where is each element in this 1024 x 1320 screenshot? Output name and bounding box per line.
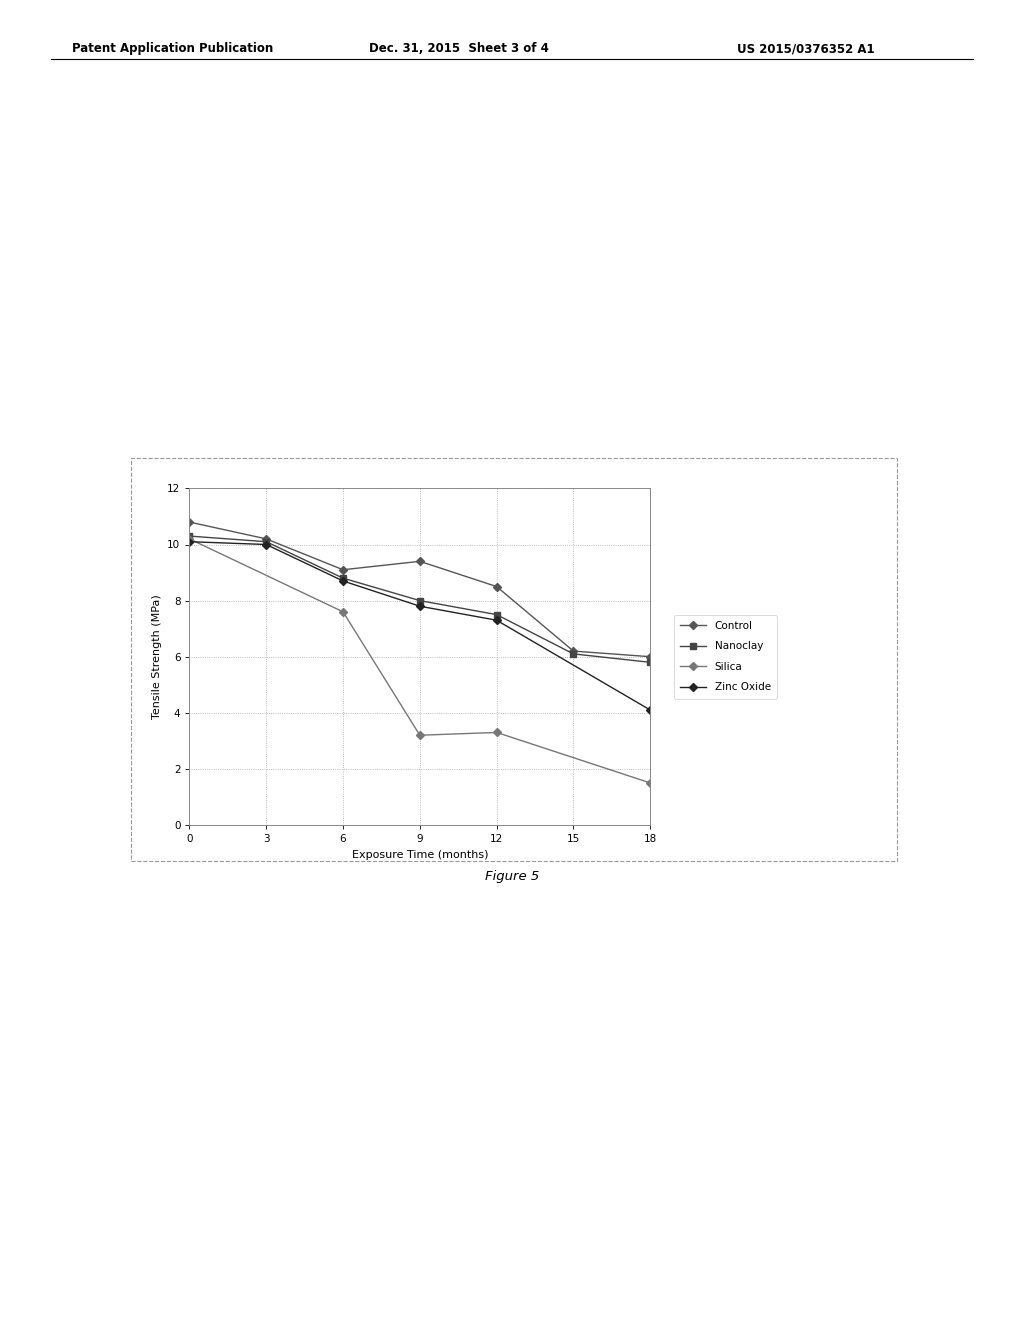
Control bbox=[260, 531, 272, 546]
Y-axis label: Tensile Strength (MPa): Tensile Strength (MPa) bbox=[152, 594, 162, 719]
Control bbox=[337, 562, 349, 578]
Zinc Oxide bbox=[260, 536, 272, 552]
Line: Silica: Silica bbox=[186, 536, 653, 785]
Control bbox=[414, 553, 426, 569]
Legend: Control, Nanoclay, Silica, Zinc Oxide: Control, Nanoclay, Silica, Zinc Oxide bbox=[674, 615, 777, 698]
Text: Patent Application Publication: Patent Application Publication bbox=[72, 42, 273, 55]
Line: Nanoclay: Nanoclay bbox=[186, 533, 653, 665]
Control bbox=[644, 649, 656, 665]
Text: US 2015/0376352 A1: US 2015/0376352 A1 bbox=[737, 42, 874, 55]
Zinc Oxide bbox=[414, 598, 426, 614]
Nanoclay bbox=[644, 655, 656, 671]
Zinc Oxide bbox=[644, 702, 656, 718]
Line: Zinc Oxide: Zinc Oxide bbox=[186, 539, 653, 713]
Silica bbox=[644, 775, 656, 791]
Text: Dec. 31, 2015  Sheet 3 of 4: Dec. 31, 2015 Sheet 3 of 4 bbox=[369, 42, 549, 55]
Silica bbox=[490, 725, 503, 741]
Text: Figure 5: Figure 5 bbox=[485, 870, 539, 883]
Nanoclay bbox=[337, 570, 349, 586]
Zinc Oxide bbox=[183, 533, 196, 549]
Zinc Oxide bbox=[490, 612, 503, 628]
Zinc Oxide bbox=[337, 573, 349, 589]
Nanoclay bbox=[183, 528, 196, 544]
Line: Control: Control bbox=[186, 519, 653, 660]
Control bbox=[183, 513, 196, 529]
Control bbox=[490, 578, 503, 594]
Nanoclay bbox=[567, 645, 580, 661]
Nanoclay bbox=[260, 533, 272, 549]
X-axis label: Exposure Time (months): Exposure Time (months) bbox=[351, 850, 488, 859]
Silica bbox=[183, 531, 196, 546]
Nanoclay bbox=[414, 593, 426, 609]
Silica bbox=[337, 603, 349, 619]
Control bbox=[567, 643, 580, 659]
Silica bbox=[414, 727, 426, 743]
Nanoclay bbox=[490, 607, 503, 623]
